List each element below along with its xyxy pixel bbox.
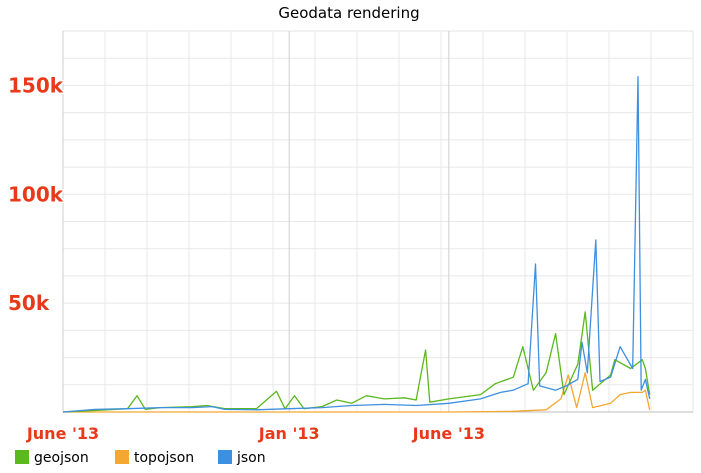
series-line-geojson xyxy=(62,311,651,413)
series-line-topojson xyxy=(63,372,651,413)
legend-swatch-json xyxy=(218,450,232,464)
x-tick-label: Jan '13 xyxy=(258,424,320,443)
chart-title: Geodata rendering xyxy=(278,4,419,22)
y-tick-label: 150k xyxy=(8,73,64,97)
series-line-json xyxy=(62,76,651,413)
x-tick-label: June '13 xyxy=(412,424,485,443)
y-tick-label: 100k xyxy=(8,182,64,206)
x-axis-ticks: June '13 Jan '13 June '13 xyxy=(24,423,486,445)
legend-swatch-geojson xyxy=(15,450,29,464)
legend-swatch-topojson xyxy=(115,450,129,464)
legend-label-json: json xyxy=(236,450,266,466)
gridlines xyxy=(62,30,694,413)
legend: geojson topojson json xyxy=(15,450,266,466)
legend-label-topojson: topojson xyxy=(134,450,194,466)
y-axis-ticks: 50k 100k 150k xyxy=(7,72,66,317)
series-lines xyxy=(62,76,651,413)
legend-label-geojson: geojson xyxy=(34,450,89,466)
x-tick-label: June '13 xyxy=(26,424,99,443)
y-tick-label: 50k xyxy=(8,291,50,315)
